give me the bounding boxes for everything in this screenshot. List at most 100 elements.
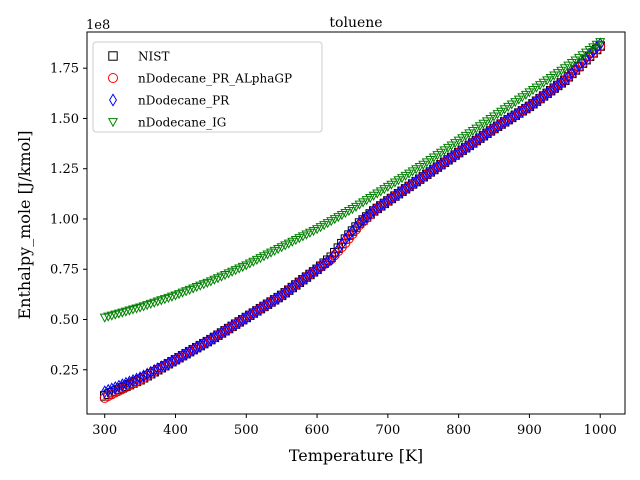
legend: NIST nDodecane_PR_ALphaGP nDodecane_PR nDod… xyxy=(92,41,323,133)
data-point xyxy=(428,164,439,175)
y-offset-text: 1e8 xyxy=(86,18,110,33)
data-point xyxy=(460,131,471,141)
data-point xyxy=(315,261,326,272)
data-point xyxy=(355,216,364,230)
y-tick-label: 0.50 xyxy=(50,313,79,328)
data-point xyxy=(136,371,145,385)
data-point xyxy=(400,183,411,194)
x-tick-label: 700 xyxy=(375,423,400,438)
data-point xyxy=(461,141,470,155)
data-point xyxy=(369,204,378,218)
data-point xyxy=(252,304,261,318)
data-point xyxy=(404,181,415,192)
data-point xyxy=(301,272,312,283)
x-tick-label: 900 xyxy=(517,423,542,438)
data-point xyxy=(294,277,305,288)
data-point xyxy=(450,150,461,161)
data-point xyxy=(309,265,318,279)
data-point xyxy=(213,328,222,342)
data-point xyxy=(393,188,404,199)
data-point xyxy=(556,66,567,76)
data-point xyxy=(429,162,438,177)
data-point xyxy=(545,73,556,84)
data-point xyxy=(129,373,137,388)
data-point xyxy=(359,213,368,227)
data-point xyxy=(192,340,201,355)
data-point xyxy=(524,101,535,112)
data-point xyxy=(591,40,602,50)
data-point xyxy=(414,174,425,185)
data-point xyxy=(157,360,166,374)
data-point xyxy=(425,155,436,166)
y-tick-label: 1.50 xyxy=(50,112,79,127)
data-point xyxy=(479,129,488,143)
data-point xyxy=(556,77,567,88)
legend-label: nDodecane_IG xyxy=(138,116,226,130)
data-point xyxy=(585,48,594,62)
data-point xyxy=(478,119,489,129)
data-point xyxy=(375,200,386,211)
data-point xyxy=(485,114,496,125)
data-point xyxy=(485,125,496,136)
chart-title: toluene xyxy=(329,15,382,31)
data-point xyxy=(387,191,396,206)
data-point xyxy=(383,194,392,208)
data-point xyxy=(504,112,513,127)
data-point xyxy=(528,97,537,111)
data-point xyxy=(432,151,443,161)
data-point xyxy=(496,107,507,117)
legend-box xyxy=(92,41,323,133)
data-point xyxy=(320,257,329,271)
data-point xyxy=(524,88,535,98)
data-point xyxy=(517,93,528,103)
data-point xyxy=(287,282,298,293)
data-point xyxy=(415,172,424,186)
data-point xyxy=(295,275,304,289)
data-point xyxy=(312,264,323,275)
data-point xyxy=(217,326,226,340)
data-point xyxy=(411,176,422,187)
y-tick-label: 0.25 xyxy=(50,363,79,378)
data-point xyxy=(256,301,265,316)
data-point xyxy=(458,143,467,157)
data-point xyxy=(467,137,478,148)
data-point xyxy=(539,89,548,103)
data-point xyxy=(474,133,485,144)
data-point xyxy=(281,286,290,300)
data-point xyxy=(433,160,442,174)
data-point xyxy=(150,363,159,378)
data-point xyxy=(376,199,385,213)
data-point xyxy=(304,269,315,280)
x-tick-label: 600 xyxy=(305,423,330,438)
data-point xyxy=(175,351,184,365)
data-point xyxy=(486,124,495,138)
data-point xyxy=(457,145,468,156)
data-point xyxy=(467,127,478,137)
data-point xyxy=(493,119,502,133)
data-point xyxy=(386,193,397,204)
data-point xyxy=(242,310,251,325)
data-point xyxy=(453,147,464,158)
x-tick-label: 300 xyxy=(92,423,117,438)
data-point xyxy=(521,101,530,116)
data-point xyxy=(426,165,435,179)
data-point xyxy=(432,162,443,173)
data-point xyxy=(446,152,457,163)
data-point xyxy=(118,378,127,392)
data-point xyxy=(563,61,574,71)
x-tick-label: 400 xyxy=(163,423,188,438)
data-point xyxy=(535,93,546,104)
data-point xyxy=(178,349,187,363)
data-point xyxy=(121,376,130,391)
data-point xyxy=(538,90,549,101)
data-point xyxy=(418,160,429,170)
data-point xyxy=(549,71,560,81)
data-point xyxy=(199,336,208,351)
data-point xyxy=(482,126,491,141)
data-point xyxy=(259,299,268,314)
data-point xyxy=(238,313,247,327)
data-point xyxy=(125,375,134,389)
data-point xyxy=(538,78,549,88)
data-point xyxy=(373,201,382,216)
